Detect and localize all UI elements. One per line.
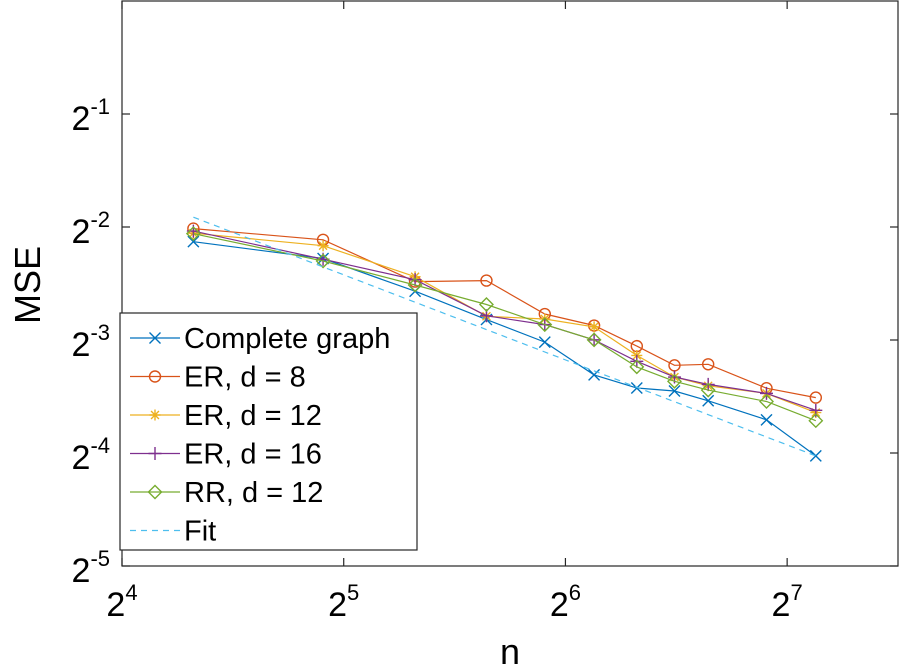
legend-label: Complete graph xyxy=(184,323,390,355)
series-rr-d-12 xyxy=(185,226,824,429)
y-tick-base: 2 xyxy=(72,100,91,138)
legend-entry: Complete graph xyxy=(130,323,390,355)
data-point xyxy=(809,391,823,404)
data-point xyxy=(537,317,553,333)
y-tick-base: 2 xyxy=(72,439,91,477)
legend-label: Fit xyxy=(184,516,216,548)
y-tick-exponent: -5 xyxy=(90,546,110,571)
x-tick-label: 26 xyxy=(550,580,581,624)
legend-entry: ER, d = 8 xyxy=(130,362,306,394)
x-tick-label: 24 xyxy=(106,580,137,624)
x-tick-exponent: 5 xyxy=(347,580,359,605)
data-point xyxy=(666,373,682,389)
legend-entry: RR, d = 12 xyxy=(130,477,323,509)
y-tick-label: 2-3 xyxy=(72,320,110,364)
data-point xyxy=(185,226,201,242)
legend-entry: Fit xyxy=(130,516,216,548)
data-point xyxy=(630,382,643,395)
legend-label: ER, d = 8 xyxy=(184,362,306,394)
x-tick-exponent: 7 xyxy=(790,580,802,605)
data-point xyxy=(408,273,422,287)
series-line xyxy=(193,216,817,457)
data-point xyxy=(808,413,824,429)
y-tick-base: 2 xyxy=(72,552,91,590)
x-tick-base: 2 xyxy=(106,586,125,624)
x-tick-exponent: 6 xyxy=(569,580,581,605)
legend-marker xyxy=(149,409,161,421)
x-tick-base: 2 xyxy=(328,586,347,624)
data-point xyxy=(701,358,715,371)
series-layer xyxy=(185,216,824,462)
y-axis-title: MSE xyxy=(7,246,48,324)
legend-label: ER, d = 16 xyxy=(184,439,322,471)
legend-marker xyxy=(147,484,163,500)
data-point xyxy=(317,240,329,252)
legend-marker xyxy=(148,370,162,383)
legend-box xyxy=(119,312,418,551)
data-point xyxy=(668,385,681,398)
x-tick-labels: 24 25 26 27 xyxy=(106,580,802,624)
legend: Complete graph ER, d = 8 ER, d = 12 ER, d =… xyxy=(119,312,418,551)
data-point xyxy=(538,336,551,349)
data-point xyxy=(478,297,494,313)
x-tick-label: 25 xyxy=(328,580,359,624)
data-point xyxy=(759,386,773,400)
y-tick-label: 2-1 xyxy=(72,94,110,138)
data-point xyxy=(702,394,715,407)
series-line xyxy=(193,233,817,422)
data-point xyxy=(809,449,822,462)
y-tick-label: 2-2 xyxy=(72,207,110,251)
x-tick-exponent: 4 xyxy=(125,580,137,605)
y-tick-base: 2 xyxy=(72,326,91,364)
legend-label: RR, d = 12 xyxy=(184,477,323,509)
data-point xyxy=(315,253,331,269)
y-tick-labels: 2-12-22-32-42-5 xyxy=(72,94,110,590)
legend-marker xyxy=(148,447,162,460)
data-point xyxy=(407,277,423,293)
data-point xyxy=(480,274,493,287)
data-point xyxy=(629,359,645,375)
legend-entry: ER, d = 16 xyxy=(130,439,322,471)
y-tick-exponent: -1 xyxy=(90,94,110,119)
legend-label: ER, d = 12 xyxy=(184,400,322,432)
data-point xyxy=(588,368,601,381)
y-tick-base: 2 xyxy=(72,213,91,251)
y-tick-exponent: -2 xyxy=(90,207,110,232)
y-tick-exponent: -3 xyxy=(90,320,110,345)
data-point xyxy=(586,332,602,348)
legend-entry: ER, d = 12 xyxy=(130,400,322,432)
data-point xyxy=(759,394,774,410)
y-tick-label: 2-4 xyxy=(72,433,110,477)
data-point xyxy=(588,321,600,333)
x-tick-label: 27 xyxy=(772,580,803,624)
y-tick-label: 2-5 xyxy=(72,546,110,590)
x-axis-title: n xyxy=(500,631,520,672)
x-tick-base: 2 xyxy=(550,586,569,624)
x-tick-base: 2 xyxy=(772,586,791,624)
legend-marker xyxy=(149,332,161,344)
data-point xyxy=(760,413,773,426)
data-point xyxy=(700,382,716,398)
data-point xyxy=(187,235,200,248)
y-tick-exponent: -4 xyxy=(90,433,110,458)
series-fit xyxy=(193,216,817,457)
